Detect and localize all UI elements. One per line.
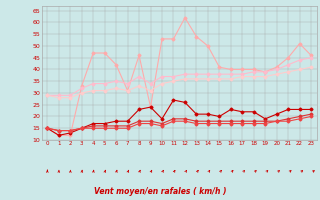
Text: Vent moyen/en rafales ( km/h ): Vent moyen/en rafales ( km/h ) [94,187,226,196]
